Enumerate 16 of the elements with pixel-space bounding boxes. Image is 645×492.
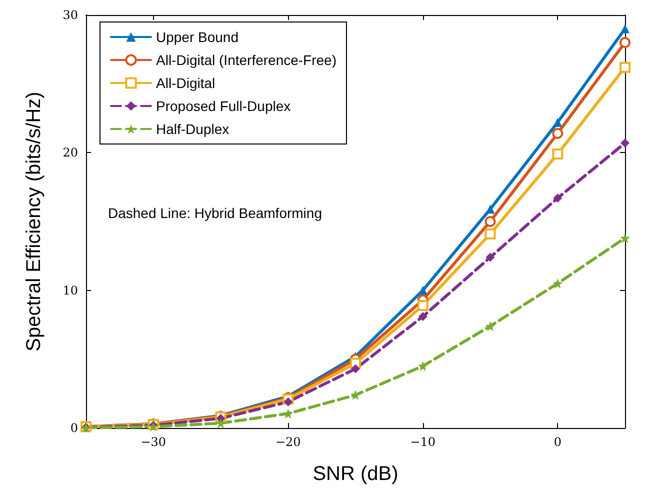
x-tick-label: −10 xyxy=(410,435,436,449)
legend-label: All-Digital xyxy=(156,75,216,91)
legend-label: Half-Duplex xyxy=(156,121,230,137)
x-tick-label: 0 xyxy=(554,435,562,449)
x-axis-title: SNR (dB) xyxy=(312,463,398,485)
y-tick-label: 20 xyxy=(62,146,78,160)
y-tick-label: 0 xyxy=(70,421,78,435)
legend-label: All-Digital (Interference-Free) xyxy=(156,52,336,68)
y-tick-label: 10 xyxy=(62,283,78,298)
x-tick-label: −30 xyxy=(140,435,166,449)
annotation: Dashed Line: Hybrid Beamforming xyxy=(108,205,322,221)
legend-label: Proposed Full-Duplex xyxy=(156,98,291,114)
legend-label: Upper Bound xyxy=(156,29,239,45)
x-tick-label: −20 xyxy=(275,435,301,449)
y-axis-title: Spectral Efficiency (bits/s/Hz) xyxy=(23,92,45,352)
y-tick-label: 30 xyxy=(62,8,78,22)
